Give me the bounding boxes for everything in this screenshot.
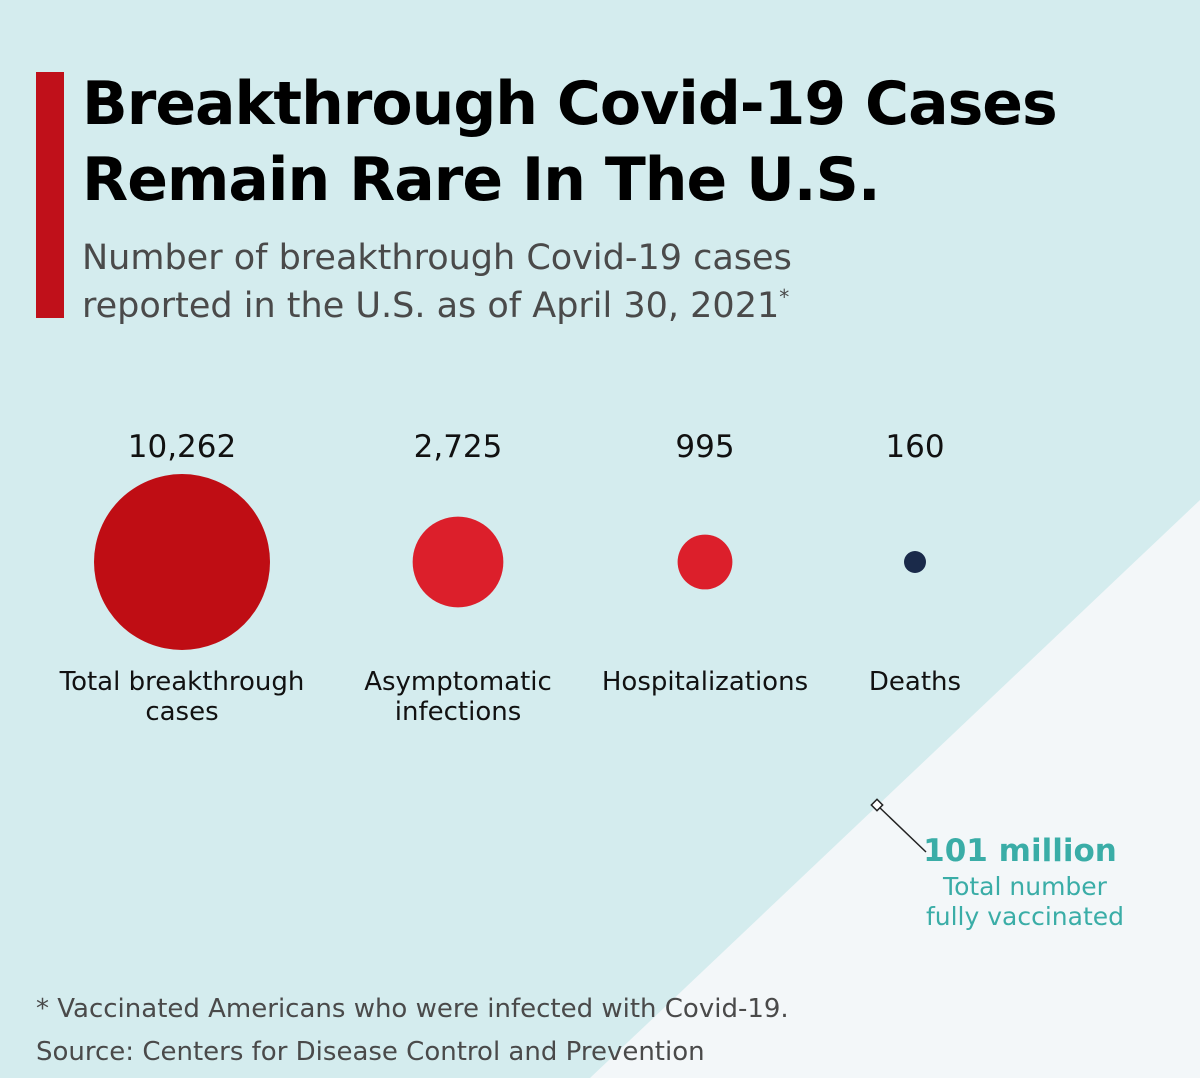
subtitle-line-2-text: reported in the U.S. as of April 30, 202…: [82, 286, 780, 326]
value-label-hospitalizations: 995: [675, 429, 734, 465]
chart-title: Breakthrough Covid-19 Cases Remain Rare …: [82, 66, 1162, 218]
category-label-line: infections: [395, 697, 522, 727]
subtitle-line-2: reported in the U.S. as of April 30, 202…: [82, 282, 1082, 330]
value-label-deaths: 160: [885, 429, 944, 465]
category-label-total-breakthrough-cases: Total breakthrough cases: [59, 667, 305, 727]
category-label-line: cases: [145, 697, 218, 727]
chart-subtitle: Number of breakthrough Covid-19 cases re…: [82, 234, 1082, 330]
vaccinated-label-line-2: fully vaccinated: [925, 902, 1125, 931]
category-label-deaths: Deaths: [869, 667, 961, 697]
title-accent-bar: [36, 72, 64, 318]
title-line-1: Breakthrough Covid-19 Cases: [82, 69, 1058, 139]
vaccinated-value: 101 million: [923, 833, 1117, 869]
vaccinated-label-line-1: Total number: [943, 872, 1107, 901]
footer: * Vaccinated Americans who were infected…: [36, 988, 1136, 1074]
value-label-total-breakthrough-cases: 10,262: [128, 429, 236, 465]
subtitle-line-1: Number of breakthrough Covid-19 cases: [82, 238, 792, 278]
category-label-line: Total breakthrough: [59, 667, 305, 697]
bubble-hospitalizations: [677, 534, 733, 590]
bubble-deaths: [904, 551, 926, 573]
bubble-total-breakthrough-cases: [94, 474, 270, 650]
vaccinated-area-triangle: [590, 500, 1200, 1078]
source: Source: Centers for Disease Control and …: [36, 1037, 705, 1067]
category-label-line: Deaths: [869, 667, 961, 697]
category-label-line: Hospitalizations: [602, 667, 808, 697]
bubble-asymptomatic-infections: [412, 516, 504, 608]
annotation-leader-line: [877, 805, 927, 853]
category-label-line: Asymptomatic: [364, 667, 552, 697]
annotation-marker: [870, 798, 884, 812]
category-label-asymptomatic-infections: Asymptomatic infections: [364, 667, 552, 727]
footnote-marker: *: [779, 285, 790, 309]
title-line-2: Remain Rare In The U.S.: [82, 145, 881, 215]
vaccinated-label: Total number fully vaccinated: [880, 872, 1170, 932]
footnote: * Vaccinated Americans who were infected…: [36, 994, 789, 1024]
category-label-hospitalizations: Hospitalizations: [602, 667, 808, 697]
value-label-asymptomatic-infections: 2,725: [414, 429, 503, 465]
